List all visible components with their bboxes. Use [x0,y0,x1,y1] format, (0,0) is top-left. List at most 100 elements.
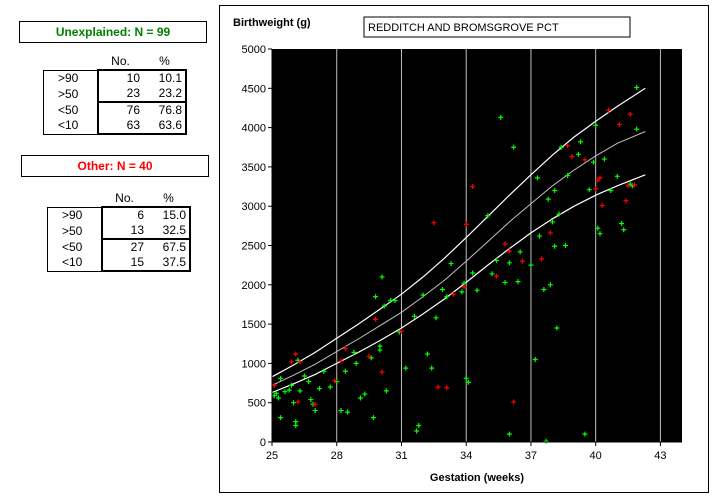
grid-lines [336,49,661,442]
x-tick-label: 34 [460,450,472,462]
other-point [493,273,499,279]
other-point [625,183,631,189]
unexplained-point [420,292,426,298]
unexplained-point [411,313,417,319]
other-point [373,316,379,322]
unexplained-point [370,415,376,421]
unexplained-point [502,279,508,285]
unexplained-point [601,156,607,162]
header-pct: % [163,191,174,205]
unexplained-point [498,114,504,120]
unexplained-point [556,211,562,217]
row-label: <10 [47,255,102,272]
unexplained-point [388,298,394,304]
centile-curves [271,87,646,394]
unexplained-point [489,271,495,277]
x-tick-label: 25 [266,450,278,462]
row-percent: 67.5 [147,238,191,255]
x-tick-label: 31 [395,450,407,462]
header-no: No. [111,54,130,68]
other-point [582,157,588,163]
row-count: 63 [97,118,143,135]
unexplained-point [517,249,523,255]
panel-title-unexplained: Unexplained: N = 99 [19,21,207,43]
header-no: No. [115,191,134,205]
unexplained-point [614,173,620,179]
lower-centile-curve [271,174,646,394]
y-tick-label: 3500 [242,162,266,174]
other-point [461,284,467,290]
other-point [332,378,338,384]
unexplained-point [463,375,469,381]
unexplained-point [301,373,307,379]
unexplained-point [342,368,348,374]
unexplained-point [288,382,294,388]
unexplained-point [286,387,292,393]
row-label: >90 [47,206,102,223]
row-percent: 10.1 [143,69,187,86]
unexplained-point [312,408,318,414]
row-count: 13 [101,223,147,240]
row-percent: 15.0 [147,206,191,223]
row-count: 27 [101,238,147,255]
unexplained-point [444,294,450,300]
other-point [342,345,348,351]
axes: 0 500 1000 1500 2000 2500 3000 3500 4000 4500 5000… [242,44,682,462]
unexplained-point [593,122,599,128]
y-tick-label: 3000 [242,201,266,213]
unexplained-point [308,397,314,403]
other-point [569,154,575,160]
other-point [293,351,299,357]
unexplained-point [528,262,534,268]
unexplained-point [377,343,383,349]
unexplained-point [297,388,303,394]
other-point [511,399,517,405]
unexplained-point [357,395,363,401]
median-curve [271,131,646,386]
other-point [398,328,404,334]
x-axis-label: Gestation (weeks) [430,472,524,484]
plot-area [272,49,682,442]
unexplained-point [353,360,359,366]
unexplained-point [619,220,625,226]
unexplained-point [381,303,387,309]
unexplained-point [485,213,491,219]
unexplained-point [429,365,435,371]
other-point [565,143,571,149]
y-tick-label: 1000 [242,358,266,370]
y-tick-label: 4000 [242,123,266,135]
other-point [506,248,512,254]
other-point [593,186,599,192]
other-point [435,384,441,390]
other-point [470,184,476,190]
unexplained-point [591,159,597,165]
unexplained-point [338,408,344,414]
unexplained-point [273,390,279,396]
other-point [599,202,605,208]
unexplained-point [373,294,379,300]
unexplained-point [634,126,640,132]
unexplained-point [550,219,556,225]
unexplained-point [278,415,284,421]
other-point [379,369,385,375]
unexplained-point [565,173,571,179]
unexplained-point [537,233,543,239]
row-count: 10 [97,69,143,86]
y-tick-label: 2500 [242,241,266,253]
unexplained-point [282,389,288,395]
row-label: <50 [47,239,102,255]
stats-table-other: No. % >90 6 15.0 >50 13 32.5 <50 27 67.5… [47,191,191,272]
unexplained-point [278,375,284,381]
row-percent: 63.6 [143,118,187,135]
row-count: 15 [101,255,147,272]
other-point [597,175,603,181]
unexplained-point [293,422,299,428]
unexplained-point [362,391,368,397]
y-tick-label: 5000 [242,44,266,56]
other-point [519,258,525,264]
header-pct: % [159,54,170,68]
unexplained-point [321,368,327,374]
other-point [632,182,638,188]
unexplained-point [327,384,333,390]
row-label: <10 [43,118,98,135]
